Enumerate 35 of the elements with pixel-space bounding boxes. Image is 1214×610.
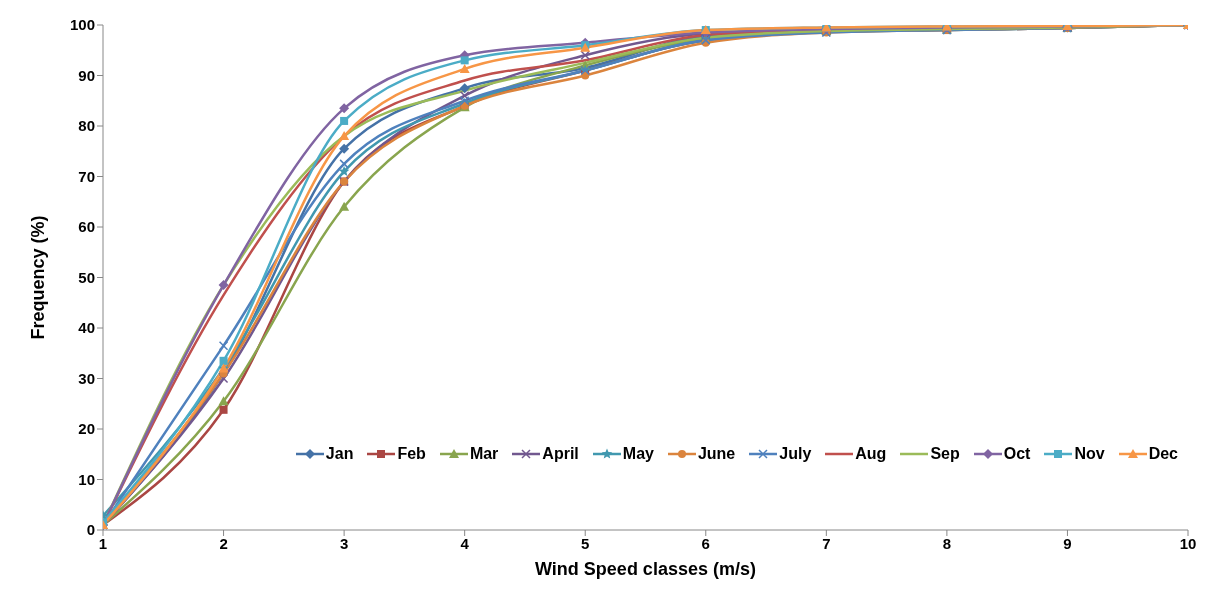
x-axis-title: Wind Speed classes (m/s) bbox=[535, 559, 756, 579]
y-tick-label: 20 bbox=[78, 420, 95, 438]
y-tick-label: 60 bbox=[78, 218, 95, 236]
x-tick-label: 3 bbox=[339, 534, 349, 552]
x-tick-label: 7 bbox=[822, 534, 831, 552]
legend-label: Mar bbox=[469, 445, 499, 463]
legend-label: Oct bbox=[1003, 445, 1031, 463]
y-tick-label: 40 bbox=[78, 319, 95, 337]
y-axis-title: Frequency (%) bbox=[28, 215, 49, 340]
x-tick-label: 9 bbox=[1063, 534, 1072, 552]
y-tick-label: 100 bbox=[69, 16, 95, 34]
y-tick-label: 70 bbox=[78, 167, 95, 185]
legend-label: May bbox=[622, 445, 654, 463]
y-tick-label: 50 bbox=[78, 268, 95, 286]
y-tick-label: 10 bbox=[78, 470, 95, 488]
x-tick-label: 6 bbox=[701, 534, 710, 552]
legend-label: Sep bbox=[930, 445, 960, 463]
x-tick-label: 8 bbox=[942, 534, 952, 552]
y-tick-label: 90 bbox=[78, 66, 95, 84]
legend-label: July bbox=[779, 445, 812, 463]
x-tick-label: 1 bbox=[98, 534, 108, 552]
legend-label: April bbox=[542, 445, 579, 463]
legend-label: Feb bbox=[397, 445, 426, 463]
legend-label: Aug bbox=[855, 445, 887, 463]
x-tick-label: 5 bbox=[581, 534, 590, 552]
legend-label: Dec bbox=[1148, 445, 1178, 463]
y-tick-label: 30 bbox=[78, 369, 95, 387]
legend-label: Nov bbox=[1074, 445, 1105, 463]
y-tick-label: 80 bbox=[78, 117, 95, 135]
y-tick-label: 0 bbox=[86, 521, 95, 539]
x-tick-label: 2 bbox=[219, 534, 228, 552]
legend-label: Jan bbox=[325, 445, 354, 463]
x-tick-label: 4 bbox=[460, 534, 470, 552]
x-tick-label: 10 bbox=[1179, 534, 1197, 552]
legend-label: June bbox=[697, 445, 736, 463]
